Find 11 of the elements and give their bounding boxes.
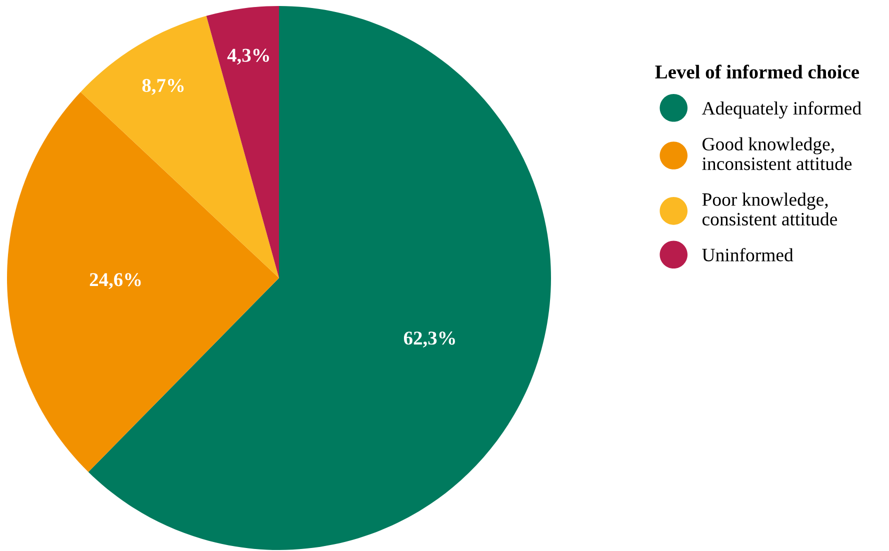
legend-label: Poor knowledge, consistent attitude xyxy=(702,192,838,226)
legend-title: Level of informed choice xyxy=(655,64,860,79)
data-label: 62,3% xyxy=(404,332,455,348)
legend-label: Uninformed xyxy=(702,248,794,262)
data-label: 24,6% xyxy=(90,273,141,290)
data-label: 4,3% xyxy=(227,48,269,65)
pie-slice xyxy=(88,6,551,550)
legend-label: Adequately informed xyxy=(702,101,862,119)
pie-slice xyxy=(206,6,279,278)
legend-label: Good knowledge, inconsistent attitude xyxy=(702,137,852,170)
data-label: 8,7% xyxy=(142,78,184,95)
